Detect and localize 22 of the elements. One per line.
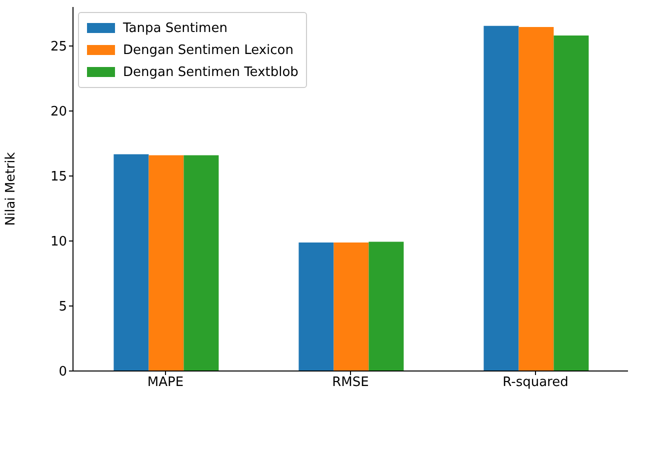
legend-label: Dengan Sentimen Lexicon xyxy=(123,42,294,58)
legend-label: Tanpa Sentimen xyxy=(123,20,228,36)
bar xyxy=(184,155,219,371)
bar xyxy=(484,26,519,371)
x-tick-label: MAPE xyxy=(147,375,184,390)
y-axis-title: Nilai Metrik xyxy=(4,152,19,226)
x-tick-label: R-squared xyxy=(502,375,568,390)
bar xyxy=(518,27,554,371)
y-tick-label: 25 xyxy=(50,40,67,55)
y-tick-label: 10 xyxy=(50,234,67,250)
bar xyxy=(114,154,149,371)
y-tick-label: 20 xyxy=(50,104,67,120)
y-tick-label: 5 xyxy=(58,300,67,315)
y-tick-label: 15 xyxy=(50,170,67,185)
bar xyxy=(148,155,184,371)
bar xyxy=(554,35,589,371)
y-tick-label: 0 xyxy=(58,364,67,380)
bar xyxy=(334,242,369,371)
bar xyxy=(368,242,404,371)
legend-label: Dengan Sentimen Textblob xyxy=(123,64,298,80)
x-tick-label: RMSE xyxy=(332,375,369,390)
bar xyxy=(298,242,334,371)
